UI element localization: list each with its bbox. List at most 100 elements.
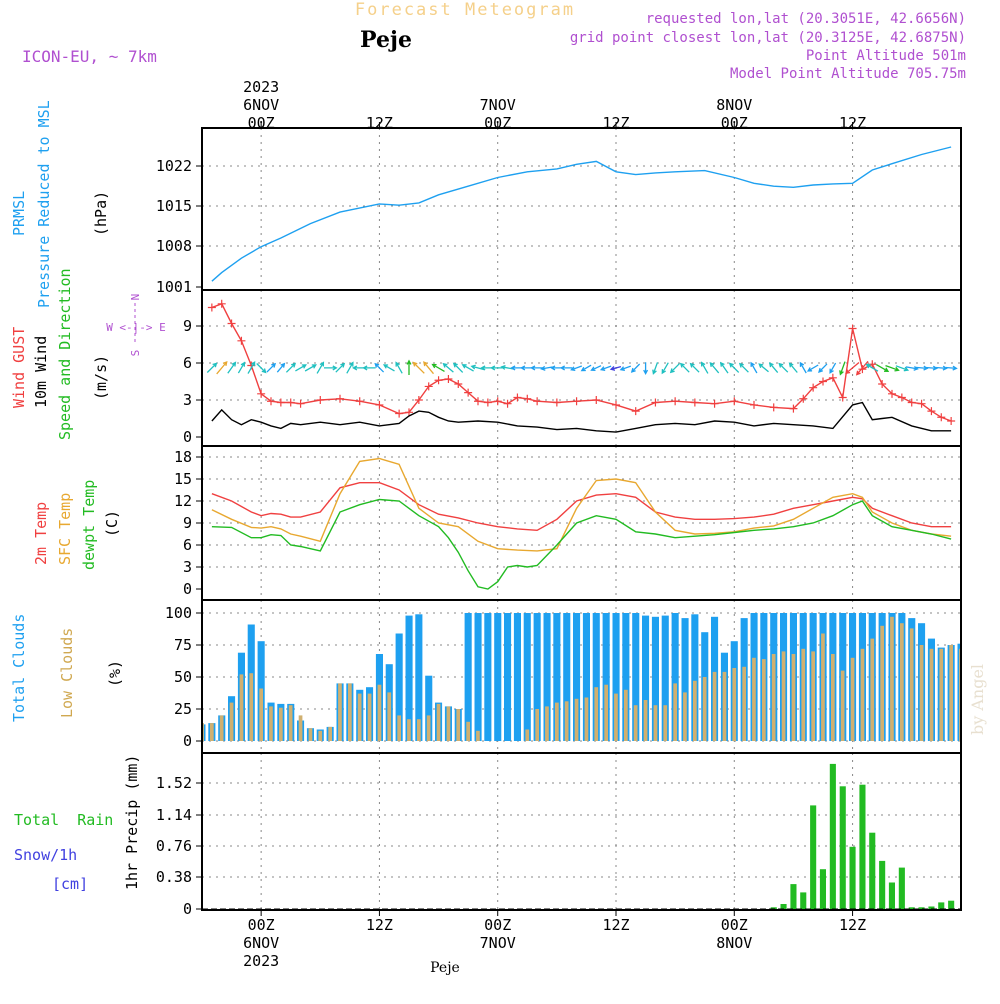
wind-arrow [750, 361, 758, 374]
wind-arrow [461, 364, 474, 372]
clouds-bar-1 [210, 723, 214, 741]
gust-marker [217, 299, 226, 308]
wind-arrow [247, 361, 256, 374]
watermark: by Angel [968, 664, 987, 735]
clouds-bar-1 [870, 638, 875, 741]
clouds-bar-0 [494, 613, 502, 741]
clouds-bar-1 [308, 728, 313, 741]
clouds-bar-1 [328, 726, 332, 741]
compass-s: S [129, 350, 142, 357]
wind-arrow [630, 363, 641, 373]
clouds-bar-1 [850, 657, 855, 741]
clouds-bar-0 [523, 613, 531, 741]
clouds-bar-0 [533, 613, 541, 741]
wind-arrow [669, 363, 680, 374]
clouds-bar-1 [840, 670, 845, 741]
clouds-bar-0 [681, 618, 689, 741]
wind-panel: 0 3 6 9 [183, 289, 962, 447]
wind-arrow [227, 361, 237, 374]
gust-marker [848, 324, 857, 333]
temperature-series-2 [211, 498, 952, 590]
gust-marker [631, 407, 640, 416]
clouds-bar-1 [919, 645, 924, 741]
wind-arrow [406, 359, 412, 375]
ytick-label: 0 [183, 428, 192, 446]
cloud-labels: Total Clouds Low Clouds (%) [10, 614, 124, 722]
wind-arrow [738, 362, 749, 373]
wind-arrow [335, 362, 346, 373]
clouds-bar-1 [377, 684, 382, 741]
ytick-label: 1.14 [156, 806, 192, 824]
gust-marker [336, 394, 344, 403]
ytick-label: 6 [183, 536, 192, 554]
clouds-bar-1 [880, 625, 884, 741]
wind-arrow [905, 365, 919, 371]
wind-arrow [266, 362, 277, 373]
wind-arrow [395, 361, 403, 374]
clouds-bar-0 [632, 613, 640, 741]
clouds-bar-1 [673, 683, 677, 741]
gust-marker [819, 377, 827, 386]
wind-arrow [839, 361, 846, 376]
wind-arrow [799, 361, 807, 374]
clouds-bar-0 [602, 613, 610, 741]
wind-labels: Wind GUST 10m Wind Speed and Direction (… [10, 268, 166, 440]
wind-arrow [619, 365, 632, 371]
gust-marker [907, 398, 916, 407]
wind-arrow [580, 364, 592, 372]
pressure-series-0 [211, 146, 952, 282]
clouds-bar-0 [513, 613, 521, 741]
wind-arrow [423, 361, 434, 375]
ytick-label: 6 [183, 354, 192, 372]
clouds-bar-0 [543, 613, 551, 741]
clouds-bar-1 [722, 671, 727, 741]
clouds-bar-1 [712, 671, 717, 741]
wind-arrow [829, 362, 837, 374]
wind-arrow [689, 362, 700, 373]
precip-bar-0 [829, 763, 836, 909]
compass-n: N [129, 294, 142, 301]
wind-arrow [845, 362, 860, 375]
precip-labels: Total Rain Snow/1h [cm] 1hr Precip (mm) [14, 755, 141, 893]
clouds-bar-0 [464, 613, 472, 741]
clouds-bar-1 [397, 715, 401, 741]
gust-marker [227, 319, 236, 328]
ytick-label: 15 [174, 470, 192, 488]
clouds-bar-1 [269, 706, 273, 741]
clouds-bar-1 [594, 687, 599, 741]
clouds-bar-0 [484, 613, 492, 741]
clouds-bar-0 [622, 613, 630, 741]
gust-marker [730, 397, 739, 406]
clouds-bar-1 [604, 684, 608, 741]
gust-marker [789, 404, 798, 413]
precip-bar-0 [810, 805, 817, 909]
ytick-label: 1008 [156, 237, 192, 255]
temperature-panel: 0 3 6 9 12 15 18 [174, 445, 962, 601]
temp-sfc-label: SFC Temp [56, 493, 74, 565]
footer-location: Peje [430, 960, 460, 976]
temp-2m-label: 2m Temp [32, 502, 50, 565]
precip-bar-0 [918, 907, 925, 909]
clouds-bar-1 [683, 692, 687, 741]
wind-arrow [216, 360, 228, 375]
gust-marker [355, 397, 364, 406]
clouds-bar-0 [553, 613, 561, 741]
clouds-bar-1 [239, 674, 244, 741]
clouds-bar-1 [693, 680, 697, 741]
clouds-bar-1 [387, 692, 392, 741]
precip-bar-0 [770, 907, 777, 909]
gust-marker [395, 409, 404, 418]
wind-arrow [945, 365, 958, 371]
gust-marker [483, 398, 492, 407]
wind-arrow [599, 365, 612, 371]
wind-arrow [374, 362, 385, 373]
clouds-bar-1 [781, 651, 786, 741]
gust-marker [937, 413, 946, 422]
clouds-bar-0 [671, 613, 679, 741]
wind-arrow [382, 364, 395, 372]
gust-marker [474, 397, 482, 406]
gust-marker [858, 365, 867, 374]
gust-marker [927, 407, 936, 416]
clouds-bar-1 [574, 698, 579, 741]
